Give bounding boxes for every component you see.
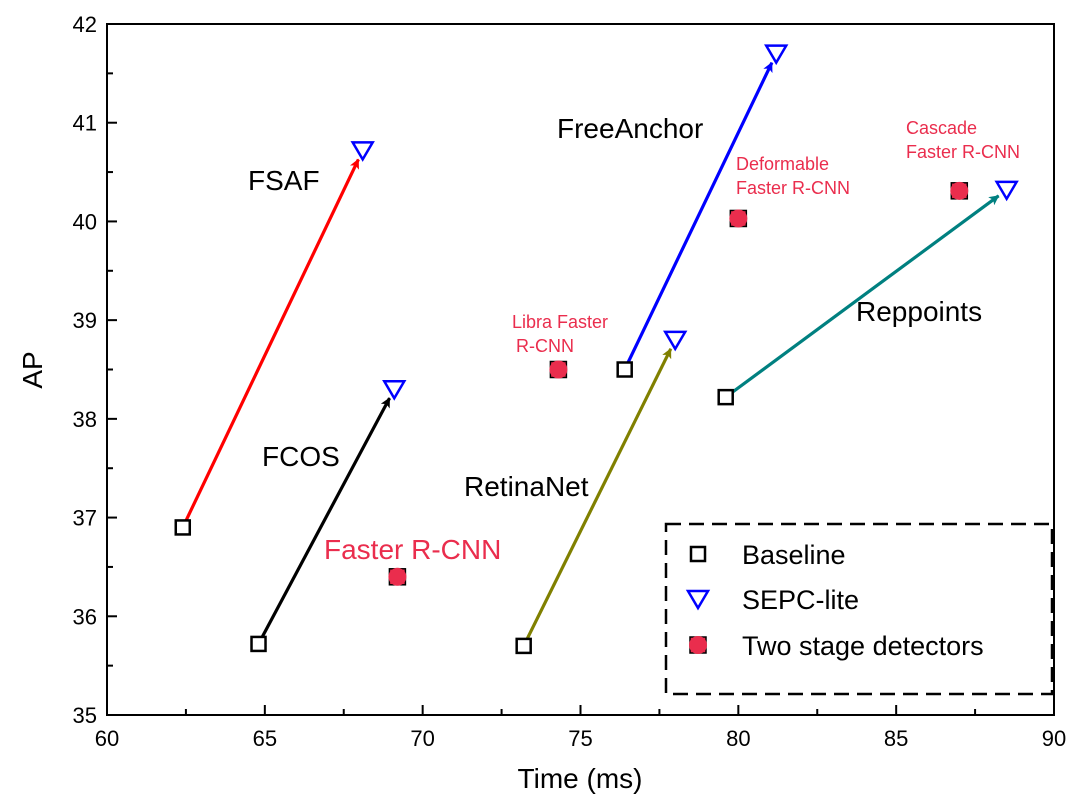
x-tick-label: 75 — [568, 726, 592, 751]
legend-marker-baseline — [689, 545, 707, 563]
y-axis-title: AP — [17, 351, 48, 388]
reppoints-baseline-point — [717, 388, 734, 406]
y-tick-label: 38 — [73, 407, 97, 432]
deformable-label: Deformable — [736, 154, 829, 174]
retinanet-sepc-lite-point — [663, 330, 688, 352]
libra-label: R-CNN — [516, 336, 574, 356]
reppoints-arrow — [724, 194, 1000, 399]
legend: Baseline SEPC-lite Two stage detectors — [664, 522, 1054, 696]
x-tick-label: 80 — [726, 726, 750, 751]
legend-label-sepc: SEPC-lite — [742, 585, 859, 615]
x-tick-label: 85 — [884, 726, 908, 751]
reppoints-label: Reppoints — [856, 296, 982, 327]
retinanet-baseline-point — [515, 637, 532, 655]
faster_rcnn-label: Faster R-CNN — [324, 534, 501, 565]
reppoints-sepc-lite-point — [994, 180, 1019, 202]
fsaf-arrow — [181, 158, 360, 529]
freeanchor-arrow — [623, 61, 774, 371]
legend-marker-sepc-lite — [685, 589, 711, 611]
freeanchor-baseline-point — [616, 361, 633, 378]
retinanet-arrow — [522, 348, 673, 647]
annotations: FSAF FCOS RetinaNet FreeAnchor Reppoints Fast… — [248, 113, 1020, 565]
two-stage-marker-dot — [729, 209, 748, 228]
legend-label-baseline: Baseline — [742, 540, 846, 570]
markers — [174, 44, 1019, 655]
legend-label-two_stage: Two stage detectors — [742, 631, 984, 661]
fcos-label: FCOS — [262, 441, 340, 472]
legend-marker-two-stage — [689, 636, 707, 654]
fsaf-label: FSAF — [248, 165, 320, 196]
x-tick-label: 60 — [95, 726, 119, 751]
two-stage-point — [549, 360, 568, 379]
two-stage-marker-dot — [549, 360, 568, 379]
y-tick-label: 37 — [73, 506, 97, 531]
two-stage-point — [388, 567, 407, 586]
axis-ticks: 60 65 70 75 80 85 90 35 36 37 38 39 40 41 42 — [73, 12, 1067, 751]
x-tick-label: 90 — [1042, 726, 1066, 751]
libra-label: Libra Faster — [512, 312, 608, 332]
x-tick-label: 70 — [410, 726, 434, 751]
y-tick-label: 36 — [73, 604, 97, 629]
y-tick-label: 39 — [73, 308, 97, 333]
two-stage-point — [950, 181, 969, 200]
y-tick-label: 41 — [73, 111, 97, 136]
fcos-sepc-lite-point — [382, 379, 407, 401]
two-stage-marker-dot — [388, 567, 407, 586]
legend-box — [664, 522, 1054, 696]
freeanchor-label: FreeAnchor — [557, 113, 703, 144]
two-stage-marker-dot — [950, 181, 969, 200]
fsaf-sepc-lite-point — [350, 141, 375, 162]
y-tick-label: 40 — [73, 209, 97, 234]
fsaf-baseline-point — [174, 519, 192, 536]
cascade-label: Faster R-CNN — [906, 142, 1020, 162]
deformable-label: Faster R-CNN — [736, 178, 850, 198]
cascade-label: Cascade — [906, 118, 977, 138]
y-tick-label: 35 — [73, 703, 97, 728]
x-axis-title: Time (ms) — [518, 763, 643, 794]
two-stage-point — [729, 209, 748, 228]
x-tick-label: 65 — [253, 726, 277, 751]
fcos-arrow — [257, 397, 391, 645]
y-tick-label: 42 — [73, 12, 97, 37]
fcos-baseline-point — [250, 635, 267, 653]
arrows — [181, 61, 1000, 647]
retinanet-label: RetinaNet — [464, 471, 589, 502]
two-stage-marker-dot — [689, 636, 707, 654]
freeanchor-sepc-lite-point — [764, 44, 789, 66]
